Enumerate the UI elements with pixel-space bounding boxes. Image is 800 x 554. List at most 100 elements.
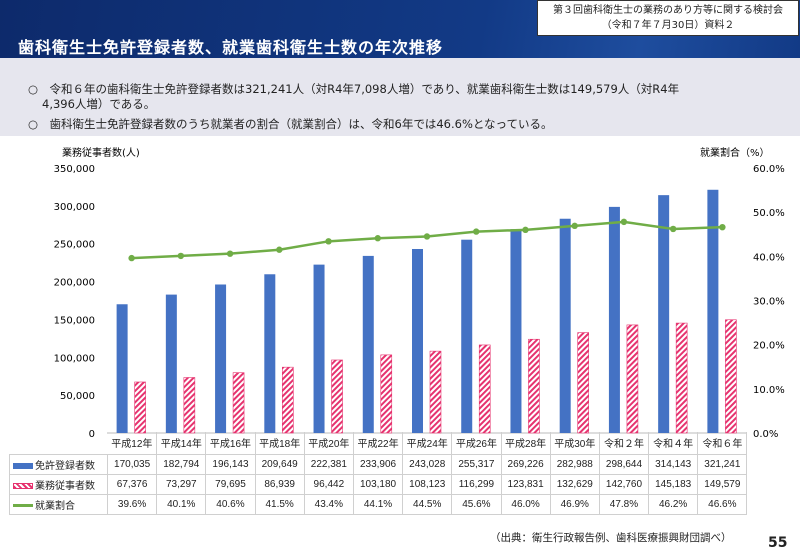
y2-tick-label: 50.0% [753,208,785,219]
legend-label: 免許登録者数 [35,460,95,472]
x-tick-label: 平成16年 [205,432,256,454]
bar-license-registered [116,304,128,433]
y-tick-label: 200,000 [54,278,95,289]
summary-bullet-2: ○ 歯科衛生士免許登録者数のうち就業者の割合（就業割合）は、令和6年では46.6… [28,117,553,131]
employment-rate-point [423,233,431,240]
summary-box: ○ 令和６年の歯科衛生士免許登録者数は321,241人（対R4年7,098人増）… [0,58,800,136]
table-cell: 233,906 [352,453,404,475]
table-cell: 182,794 [156,453,207,475]
table-cell: 96,442 [303,473,354,495]
table-cell: 67,376 [106,473,158,495]
x-tick-label: 平成20年 [304,432,354,454]
y2-tick-label: 60.0% [753,164,785,175]
data-table: 平成12年 平成14年 平成16年 平成18年 平成20年 平成22年 平成24年 平成26年… [9,432,748,515]
bar-license-registered [510,229,522,433]
table-cell: 149,579 [697,473,748,495]
employment-rate-point [276,246,283,253]
table-cell: 209,649 [254,453,305,475]
table-cell: 170,035 [106,453,158,475]
table-cell: 123,831 [500,473,551,495]
employment-rate-line [131,220,723,260]
y-tick-label: 250,000 [54,240,95,251]
table-cell: 196,143 [205,453,256,475]
x-tick-label: 令和４年 [648,432,699,454]
employment-rate-point [473,228,480,235]
x-tick-label: 平成14年 [156,432,207,454]
employment-rate-point [325,238,332,245]
x-tick-label: 平成26年 [451,432,502,454]
table-cell: 314,143 [648,453,699,475]
table-cell: 145,183 [648,473,699,495]
bar-license-registered [215,284,227,433]
table-cell: 243,028 [402,453,453,475]
employment-rate-point [522,226,529,234]
table-cell: 40.6% [205,493,256,515]
bar-employed [282,366,294,434]
y-tick-label: 50,000 [60,391,95,402]
table-cell: 44.5% [402,493,453,515]
employment-rate-point [620,218,628,226]
y-tick-label: 0 [89,429,95,440]
bar-license-registered [461,239,473,433]
x-tick-label: 平成24年 [402,432,453,454]
bar-license-registered [658,195,670,433]
bar-employed [134,381,146,434]
table-cell: 282,988 [549,453,600,475]
table-cell: 222,381 [303,453,354,475]
summary-bullet-1-cont: 4,396人増）である。 [42,97,156,111]
y2-tick-label: 40.0% [753,252,785,263]
meeting-line2: （令和７年７月30日）資料２ [601,20,735,31]
bar-employed [675,322,688,434]
legend-cell: 就業割合 [9,493,108,515]
employment-rate-point [177,252,185,260]
page-title: 歯科衛生士免許登録者数、就業歯科衛生士数の年次推移 [18,38,444,57]
bar-license-registered [707,189,719,433]
chart: 業務従事者数(人) 就業割合（%） 0 50,000 100,000 150,000 2… [54,146,785,440]
x-tick-label: 平成18年 [255,432,305,454]
y-axis-label: 業務従事者数(人) [62,146,140,159]
meeting-label: 第３回歯科衛生士の業務のあり方等に関する検討会 （令和７年７月30日）資料２ [537,0,799,36]
legend-line-icon [13,504,33,508]
legend-hatched-bar-icon [13,482,33,489]
employment-rate-point [374,235,381,242]
page-number: 55 [768,535,788,551]
legend-blue-bar-icon [13,462,33,469]
table-cell: 43.4% [303,493,354,515]
table-cell: 132,629 [549,473,600,495]
employment-rate-point [226,250,234,257]
table-row: 業務従事者数 67,376 73,297 79,695 86,939 96,442 103,… [9,473,748,495]
bar-license-registered [313,264,325,433]
x-tick-label: 平成28年 [501,432,551,454]
bar-employed [380,354,393,434]
table-cell: 46.2% [648,493,699,515]
table-cell: 40.1% [156,493,207,515]
table-cell: 46.9% [549,493,600,515]
table-cell: 86,939 [254,473,305,495]
table-cell: 298,644 [598,453,650,475]
x-tick-label: 令和２年 [599,432,650,454]
y2-tick-label: 20.0% [753,341,785,352]
bar-license-registered [165,294,177,433]
table-cell: 255,317 [451,453,502,475]
table-cell: 46.6% [697,493,748,515]
y2-axis-label: 就業割合（%） [700,146,770,159]
table-row: 就業割合 39.6% 40.1% 40.6% 41.5% 43.4% 44.1% 44.5% 4… [9,493,748,515]
meeting-line1: 第３回歯科衛生士の業務のあり方等に関する検討会 [553,5,783,16]
table-header-row: 平成12年 平成14年 平成16年 平成18年 平成20年 平成22年 平成24年 平成26年… [10,432,748,454]
bar-license-registered [559,218,571,433]
bar-license-registered [264,274,276,433]
table-cell: 47.8% [598,493,650,515]
y2-tick-label: 10.0% [753,385,785,396]
bar-license-registered [412,248,423,433]
employment-rate-point [128,254,135,262]
source-note: （出典：衛生行政報告例、歯科医療振興財団調べ） [490,532,732,544]
table-cell: 46.0% [500,493,551,515]
y-tick-label: 100,000 [54,353,95,364]
table-cell: 108,123 [402,473,453,495]
employment-rate-point [571,222,578,230]
table-cell: 39.6% [106,493,158,515]
bar-employed [331,359,343,434]
bar-employed [725,319,737,434]
legend-label: 就業割合 [35,500,75,512]
table-cell: 321,241 [697,453,748,475]
